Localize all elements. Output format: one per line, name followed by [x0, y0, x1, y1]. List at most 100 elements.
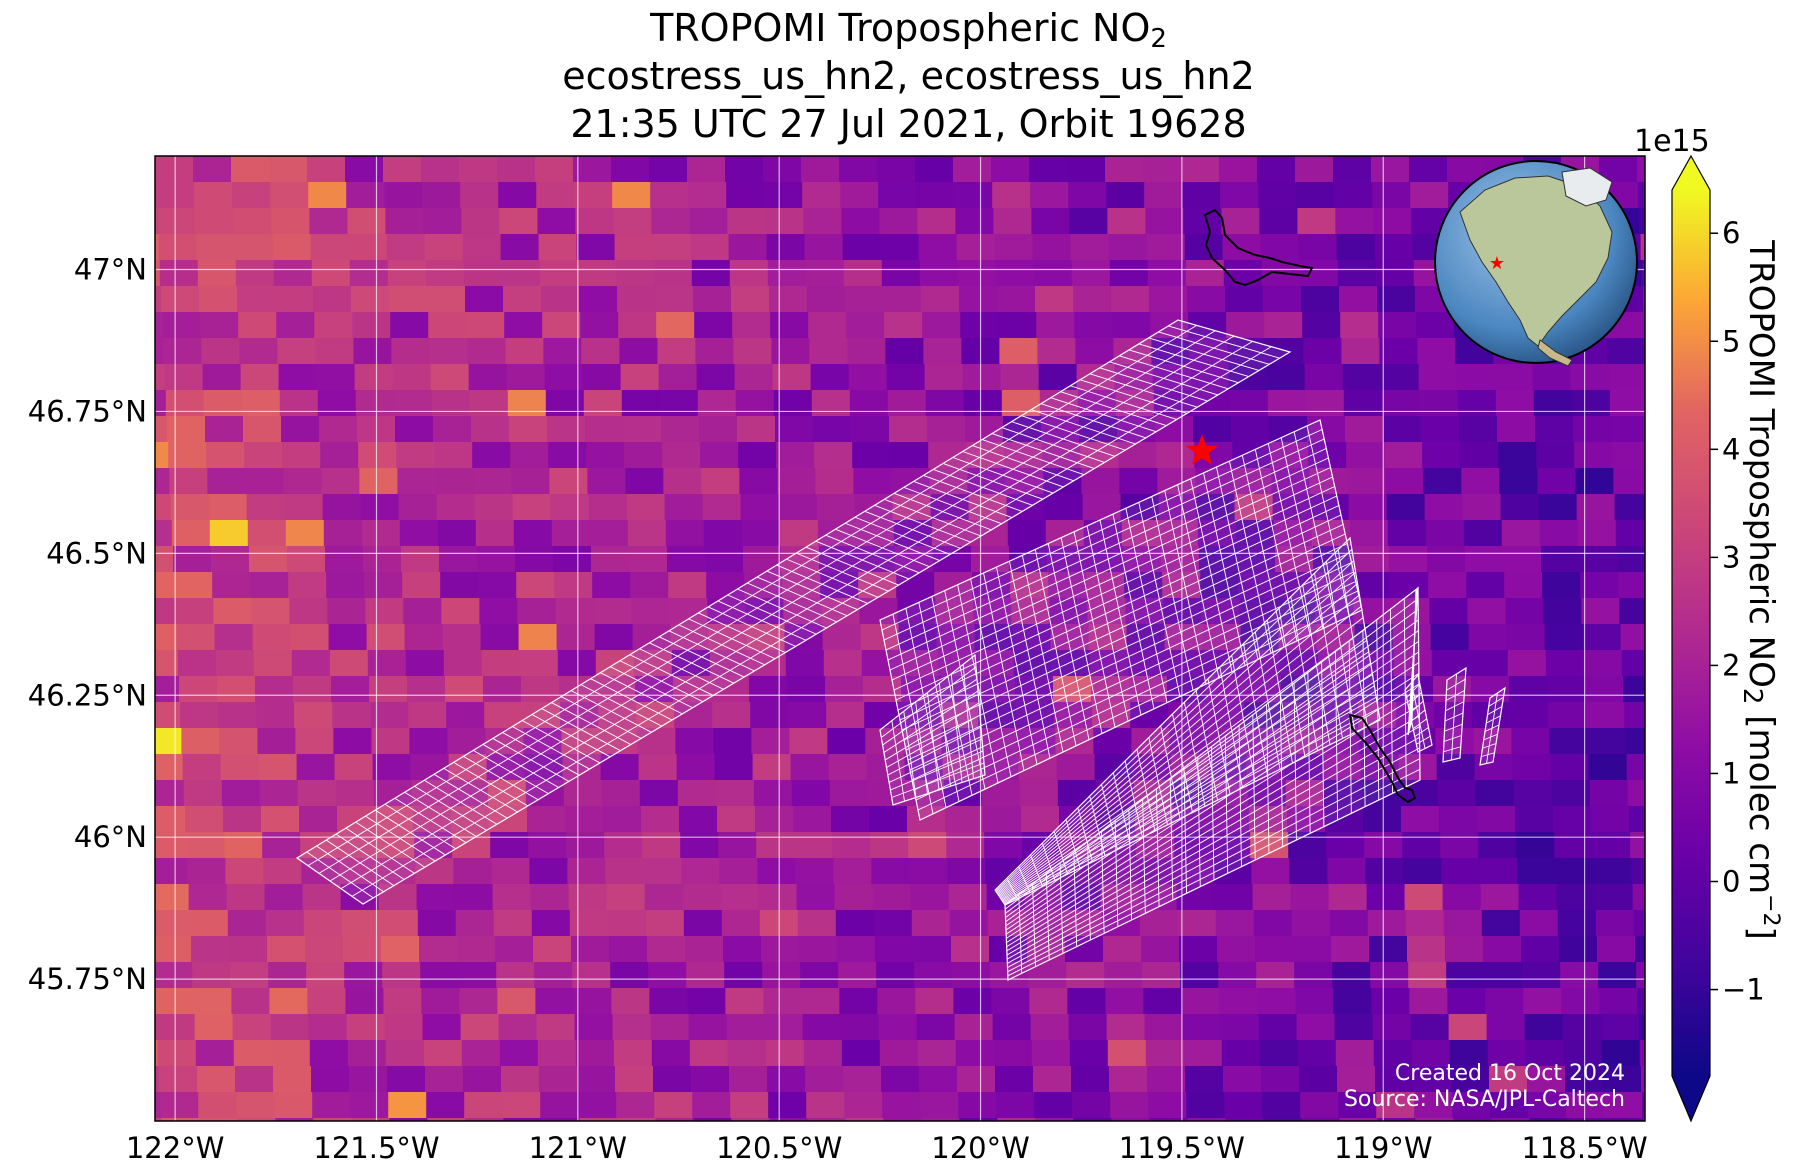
no2-pixel [785, 650, 825, 677]
no2-pixel [238, 312, 277, 339]
no2-pixel [735, 390, 775, 417]
no2-pixel [1380, 364, 1420, 391]
footprint-line [1002, 685, 1375, 903]
no2-pixel [1225, 286, 1264, 313]
no2-pixel [1631, 858, 1645, 885]
no2-pixel [498, 182, 537, 209]
no2-pixel [407, 676, 446, 703]
no2-pixel [953, 156, 992, 183]
footprint-line [340, 340, 1253, 890]
no2-pixel [1109, 260, 1149, 287]
no2-pixel [957, 260, 997, 287]
no2-pixel [155, 520, 173, 547]
no2-pixel [887, 390, 927, 417]
no2-pixel [851, 416, 890, 443]
no2-pixel [1585, 676, 1624, 703]
no2-pixel [1559, 936, 1598, 963]
footprint-line [1007, 768, 1421, 977]
no2-pixel [952, 962, 991, 989]
no2-pixel [1369, 156, 1409, 157]
no2-pixel [606, 884, 646, 911]
no2-pixel [1507, 650, 1547, 677]
no2-pixel [471, 416, 510, 443]
no2-pixel [713, 728, 753, 755]
footprint-outline [1404, 673, 1433, 753]
no2-pixel [1440, 832, 1479, 859]
no2-pixel [1608, 364, 1645, 391]
no2-pixel [1453, 1118, 1493, 1121]
no2-pixel [764, 1014, 804, 1041]
no2-pixel [403, 598, 443, 625]
footprint-line [329, 335, 1235, 882]
no2-pixel [1613, 468, 1645, 495]
no2-pixel [651, 208, 691, 235]
no2-pixel [915, 988, 955, 1015]
no2-pixel [690, 234, 730, 261]
no2-pixel [721, 910, 761, 937]
no2-pixel [922, 312, 961, 339]
no2-pixel [573, 988, 613, 1015]
no2-pixel [658, 364, 698, 391]
colorbar-tick-label: −1 [1722, 973, 1765, 1007]
no2-pixel [174, 572, 213, 599]
no2-pixel [1217, 936, 1256, 963]
no2-pixel [1583, 650, 1623, 677]
no2-pixel [1632, 884, 1645, 911]
no2-pixel [1639, 1040, 1645, 1067]
colorbar-tick-label: 6 [1722, 216, 1740, 250]
no2-pixel [1719, 1118, 1758, 1145]
no2-pixel [1082, 494, 1122, 521]
no2-pixel [853, 468, 893, 495]
no2-pixel [770, 312, 809, 339]
no2-pixel [1597, 936, 1636, 963]
no2-pixel [1467, 598, 1507, 625]
no2-pixel [1147, 260, 1187, 287]
no2-pixel [468, 364, 508, 391]
no2-pixel [729, 1066, 768, 1093]
no2-pixel [1681, 1118, 1720, 1145]
colorbar-tick-label: 2 [1722, 648, 1740, 682]
no2-pixel [1566, 1092, 1605, 1119]
no2-pixel [1533, 390, 1573, 417]
no2-pixel [1545, 650, 1585, 677]
no2-pixel [419, 936, 458, 963]
no2-pixel [694, 312, 733, 339]
no2-pixel [1543, 598, 1583, 625]
no2-pixel [992, 1014, 1032, 1041]
no2-pixel [510, 442, 549, 469]
no2-pixel [457, 156, 497, 157]
no2-pixel [749, 676, 788, 703]
no2-pixel [161, 1118, 201, 1121]
no2-pixel [211, 546, 250, 573]
no2-pixel [947, 858, 987, 885]
no2-pixel [815, 468, 855, 495]
footprint-line [996, 571, 1356, 894]
no2-pixel [1265, 1144, 1304, 1168]
no2-pixel [313, 1118, 353, 1121]
no2-pixel [1645, 1144, 1684, 1168]
no2-pixel [652, 234, 692, 261]
no2-pixel [1310, 494, 1350, 521]
no2-pixel [155, 650, 179, 677]
no2-pixel [1334, 1014, 1374, 1041]
map-frame [154, 155, 1646, 1122]
no2-pixel [1183, 208, 1223, 235]
no2-pixel [107, 754, 146, 781]
no2-pixel [1379, 338, 1419, 365]
no2-pixel [347, 208, 387, 235]
colorbar-ticks: −1 0 1 2 3 4 5 6 [1710, 216, 1765, 1007]
footprint-line [1416, 735, 1431, 745]
no2-pixel [844, 1092, 883, 1119]
no2-pixel [168, 442, 207, 469]
no2-pixel [1258, 1014, 1298, 1041]
no2-pixel [1498, 442, 1537, 469]
footprint-mesh [1004, 586, 1421, 981]
no2-pixel [454, 884, 494, 911]
no2-pixel [463, 260, 503, 287]
no2-pixel [273, 1066, 312, 1093]
no2-pixel [1630, 832, 1645, 859]
no2-pixel [697, 390, 737, 417]
no2-pixel [343, 936, 382, 963]
no2-pixel [165, 390, 205, 417]
no2-pixel [89, 364, 128, 391]
